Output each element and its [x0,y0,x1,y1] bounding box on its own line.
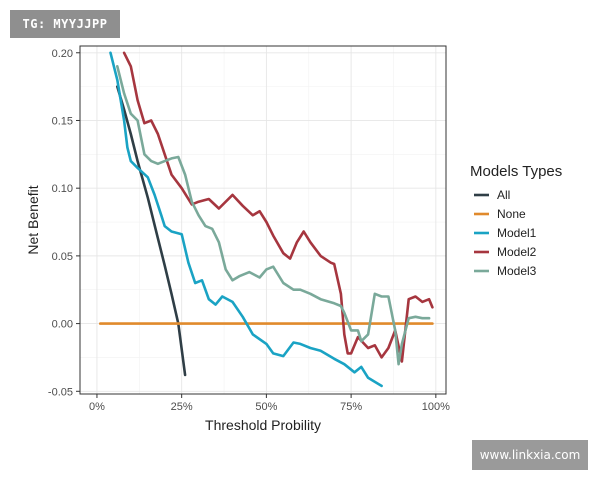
series-line-model2 [122,51,434,363]
y-tick-label: -0.05 [48,386,73,398]
y-tick-label: 0.15 [52,115,73,127]
legend: Models Types All None Model1 Model2 Model3 [470,163,562,278]
x-tick-label: 0% [89,401,105,413]
legend-label-model2: Model2 [497,245,537,259]
axes: 0% 25% 50% 75% 100% -0.05 0.00 0.05 0.10 0.15 0.20 [48,48,450,413]
watermark-site: www.linkxia.com [472,440,588,470]
legend-title: Models Types [470,163,562,180]
y-tick-label: 0.00 [52,319,73,331]
y-tick-label: 0.05 [52,251,73,263]
y-tick-label: 0.10 [52,183,73,195]
panel-border [79,45,447,395]
series-line-all [116,85,187,377]
legend-label-model3: Model3 [497,264,537,278]
series-line-model1 [109,51,383,388]
y-axis-label: Net Benefit [25,185,41,254]
y-tick-label: 0.20 [52,48,73,60]
series-lines [99,51,434,388]
x-tick-label: 50% [255,401,277,413]
x-tick-label: 25% [171,401,193,413]
legend-label-none: None [497,207,526,221]
x-tick-label: 100% [422,401,450,413]
watermark-tag: TG: MYYJJPP [10,10,120,38]
legend-label-model1: Model1 [497,226,537,240]
x-tick-label: 75% [340,401,362,413]
x-axis-label: Threshold Probility [205,417,321,433]
legend-label-all: All [497,188,510,202]
series-line-model3 [116,65,431,366]
